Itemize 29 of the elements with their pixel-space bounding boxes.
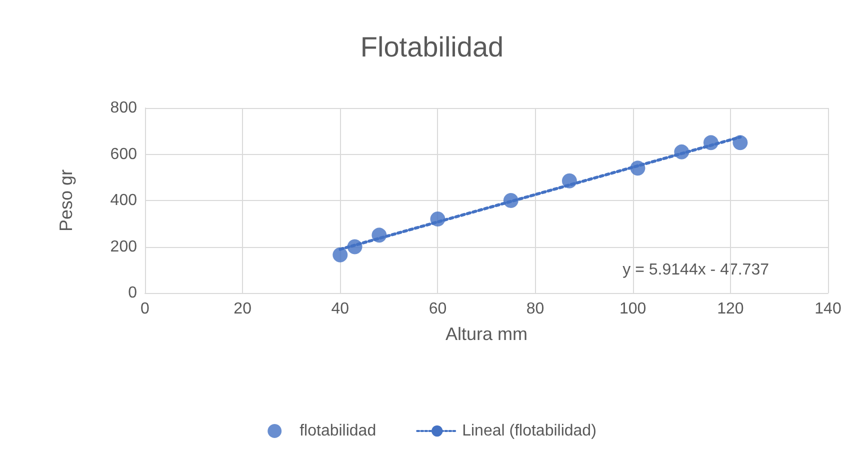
y-tick-label: 400 [110,192,138,209]
x-tick-label: 20 [234,300,252,318]
x-axis-title: Altura mm [445,324,528,344]
point [732,135,748,150]
point [503,193,518,208]
point [703,135,718,150]
x-tick-label: 60 [428,300,447,318]
x-tick-label: 80 [526,300,544,318]
point [430,212,446,226]
x-tick-label: 100 [620,300,646,318]
chart-title: Flotabilidad [360,32,504,62]
annotation: y = 5.9144x - 47.737 [622,262,770,278]
legend-label: flotabilidad [300,422,376,440]
y-tick-label: 800 [110,100,138,116]
y-axis-title: Peso gr [56,169,76,232]
y-tick-label: 200 [110,238,138,256]
x-tick-label: 0 [140,300,150,318]
legend-label: Lineal (flotabilidad) [462,422,596,440]
point [562,173,577,188]
x-tick-label: 40 [331,300,350,318]
point [332,247,348,262]
point [630,160,646,176]
y-tick-label: 0 [128,284,138,302]
point [372,228,387,243]
point [347,239,362,254]
x-tick-label: 120 [717,300,744,318]
y-tick-label: 600 [110,146,138,163]
x-tick-label: 140 [814,300,842,318]
point [674,144,690,160]
